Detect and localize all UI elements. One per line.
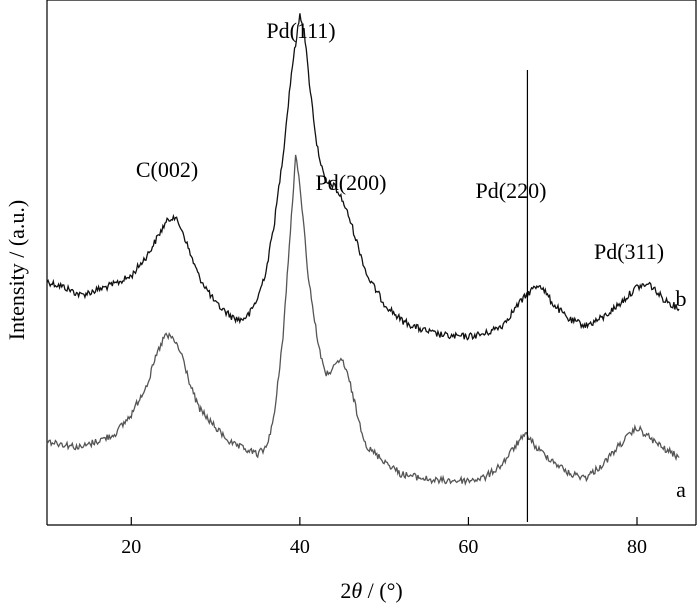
peak-annotations: C(002) Pd(111) Pd(200) Pd(220) Pd(311) <box>136 18 664 264</box>
x-axis-label-theta: θ <box>351 578 362 603</box>
annotation-c002: C(002) <box>136 157 198 182</box>
x-tick-label-60: 60 <box>458 536 478 558</box>
annotation-pd111: Pd(111) <box>266 18 335 43</box>
x-axis-label-post: / (°) <box>362 578 403 603</box>
x-tick-label-40: 40 <box>290 536 310 558</box>
x-axis-label: 2θ / (°) <box>340 578 402 603</box>
x-ticks: 20 40 60 80 <box>121 517 647 558</box>
series-labels: ba <box>676 286 687 502</box>
series-line-b <box>46 13 680 341</box>
y-axis-label: Intensity / (a.u.) <box>4 200 29 341</box>
series-label-b: b <box>676 286 687 311</box>
series-label-a: a <box>676 477 686 502</box>
annotation-pd311: Pd(311) <box>594 239 664 264</box>
x-axis-label-pre: 2 <box>340 578 351 603</box>
annotation-pd220: Pd(220) <box>476 178 547 203</box>
x-tick-label-20: 20 <box>121 536 141 558</box>
annotation-pd200: Pd(200) <box>316 170 387 195</box>
axes: 20 40 60 80 <box>46 0 697 558</box>
series-line-a <box>46 154 680 486</box>
series-layer <box>46 13 680 486</box>
x-tick-label-80: 80 <box>627 536 647 558</box>
